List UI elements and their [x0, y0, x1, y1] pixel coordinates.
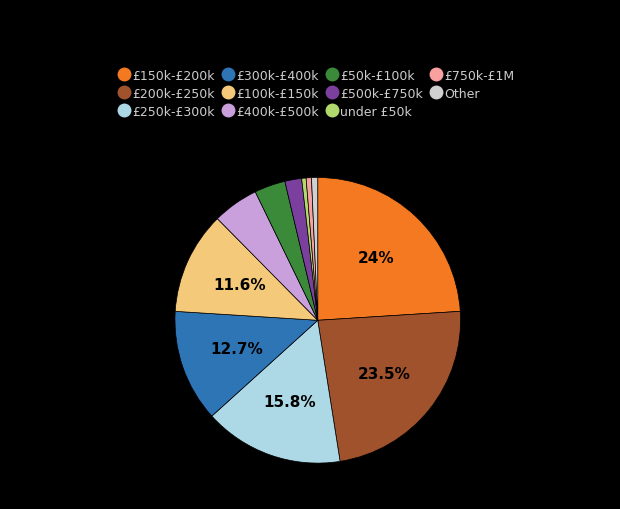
Legend: £150k-£200k, £200k-£250k, £250k-£300k, £300k-£400k, £100k-£150k, £400k-£500k, £5: £150k-£200k, £200k-£250k, £250k-£300k, £… — [115, 63, 521, 125]
Wedge shape — [311, 178, 318, 321]
Text: 11.6%: 11.6% — [213, 278, 266, 293]
Wedge shape — [218, 192, 317, 321]
Text: 23.5%: 23.5% — [358, 366, 411, 382]
Wedge shape — [285, 179, 317, 321]
Text: 15.8%: 15.8% — [263, 394, 316, 409]
Wedge shape — [302, 179, 317, 321]
Wedge shape — [212, 321, 340, 463]
Text: 24%: 24% — [358, 251, 395, 266]
Wedge shape — [255, 182, 317, 321]
Wedge shape — [306, 178, 317, 321]
Wedge shape — [317, 312, 461, 462]
Wedge shape — [317, 178, 460, 321]
Wedge shape — [175, 312, 317, 416]
Wedge shape — [175, 219, 317, 321]
Text: 12.7%: 12.7% — [211, 342, 264, 356]
